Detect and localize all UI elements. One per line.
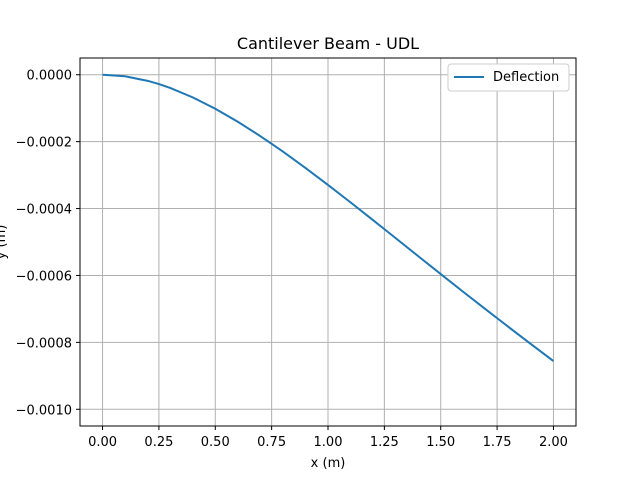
x-axis-ticks: 0.00 0.25 0.50 0.75 1.00 1.25 1.50 1.75 2.00 <box>88 426 568 450</box>
x-tick-label: 1.50 <box>426 435 455 450</box>
y-tick-label: −0.0004 <box>16 203 72 218</box>
legend-label-deflection: Deflection <box>493 70 559 85</box>
x-tick-label: 0.50 <box>201 435 230 450</box>
y-tick-label: 0.0000 <box>27 69 73 84</box>
chart-title: Cantilever Beam - UDL <box>237 34 419 53</box>
x-tick-label: 0.75 <box>257 435 286 450</box>
legend: Deflection <box>447 63 570 92</box>
y-tick-label: −0.0010 <box>16 403 72 418</box>
series-line-deflection <box>102 73 555 362</box>
y-tick-label: −0.0002 <box>16 136 72 151</box>
y-axis-label: y (m) <box>0 225 9 260</box>
y-axis-ticks: 0.0000 −0.0002 −0.0004 −0.0006 −0.0008 −0.001… <box>16 69 80 418</box>
x-tick-label: 1.00 <box>314 435 343 450</box>
legend-box <box>447 63 570 92</box>
x-tick-label: 1.25 <box>370 435 399 450</box>
series-layer <box>102 73 555 362</box>
y-tick-label: −0.0008 <box>16 336 72 351</box>
x-tick-label: 2.00 <box>539 435 568 450</box>
x-tick-label: 0.25 <box>144 435 173 450</box>
x-tick-label: 0.00 <box>88 435 117 450</box>
y-tick-label: −0.0006 <box>16 269 72 284</box>
x-axis-label: x (m) <box>311 456 346 471</box>
x-tick-label: 1.75 <box>483 435 512 450</box>
